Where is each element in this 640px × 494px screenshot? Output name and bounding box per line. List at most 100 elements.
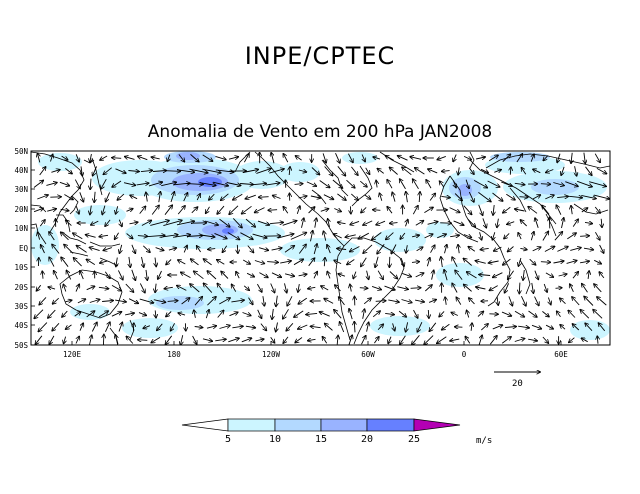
wind-arrow bbox=[319, 180, 330, 188]
wind-arrow bbox=[523, 269, 524, 280]
wind-arrow bbox=[33, 181, 43, 188]
wind-arrow bbox=[492, 192, 503, 201]
wind-arrow bbox=[562, 218, 564, 229]
wind-arrow bbox=[463, 235, 471, 238]
wind-arrow bbox=[350, 285, 351, 292]
wind-arrow bbox=[111, 285, 121, 290]
colorbar-label: 20 bbox=[361, 434, 373, 445]
wind-arrow bbox=[289, 167, 290, 176]
wind-arrow bbox=[35, 335, 43, 344]
wind-arrow bbox=[194, 310, 196, 318]
wind-arrow bbox=[429, 322, 437, 331]
wind-arrow bbox=[588, 271, 589, 279]
wind-arrow bbox=[176, 221, 194, 226]
wind-arrow bbox=[488, 155, 498, 162]
wind-arrow bbox=[215, 170, 234, 172]
wind-arrow bbox=[568, 311, 576, 318]
wind-arrow bbox=[412, 335, 420, 344]
wind-arrow bbox=[557, 196, 568, 197]
wind-arrow bbox=[271, 153, 275, 164]
wind-arrow bbox=[115, 335, 117, 345]
wind-arrow bbox=[387, 207, 393, 214]
wind-arrow bbox=[532, 247, 541, 252]
wind-arrow bbox=[276, 295, 277, 307]
wind-arrow bbox=[463, 155, 471, 159]
wind-arrow bbox=[428, 169, 438, 174]
wind-arrow bbox=[518, 257, 521, 266]
wind-arrow bbox=[117, 193, 125, 200]
wind-arrow bbox=[444, 270, 448, 281]
wind-arrow bbox=[115, 300, 126, 302]
wind-arrow bbox=[148, 182, 162, 187]
wind-arrow bbox=[573, 324, 580, 331]
wind-arrow bbox=[260, 323, 266, 331]
wind-arrow bbox=[219, 218, 230, 227]
wind-arrow bbox=[390, 168, 398, 175]
wind-arrow bbox=[572, 272, 578, 279]
wind-arrow bbox=[298, 170, 306, 172]
wind-arrow bbox=[177, 169, 194, 172]
wind-arrow bbox=[601, 218, 602, 227]
wind-arrow bbox=[542, 336, 548, 343]
wind-arrow bbox=[489, 336, 497, 345]
wind-arrow bbox=[252, 233, 267, 238]
wind-arrow bbox=[229, 312, 238, 317]
wind-arrow bbox=[159, 192, 161, 203]
latitude-label: 10S bbox=[14, 263, 28, 272]
wind-arrow bbox=[439, 311, 445, 316]
wind-arrow bbox=[455, 270, 463, 280]
wind-arrow bbox=[514, 339, 525, 342]
wind-arrow bbox=[519, 282, 520, 294]
latitude-label: 20N bbox=[14, 205, 28, 214]
wind-arrow bbox=[335, 153, 340, 163]
wind-arrow bbox=[191, 207, 198, 214]
wind-arrow bbox=[126, 337, 134, 344]
wind-arrow bbox=[328, 219, 330, 228]
wind-arrow bbox=[490, 285, 498, 291]
wind-arrow bbox=[528, 207, 538, 214]
wind-arrow bbox=[350, 220, 360, 224]
wind-arrow bbox=[310, 196, 321, 198]
wind-arrow bbox=[74, 258, 82, 267]
wind-arrow bbox=[207, 297, 216, 306]
wind-arrow bbox=[166, 311, 172, 317]
wind-arrow bbox=[506, 193, 515, 200]
wind-arrow bbox=[217, 260, 225, 265]
map-title: Anomalia de Vento em 200 hPa JAN2008 bbox=[147, 122, 493, 142]
wind-arrow bbox=[497, 296, 498, 305]
wind-arrow bbox=[142, 256, 144, 267]
wind-arrow bbox=[424, 207, 433, 213]
wind-arrow bbox=[477, 312, 483, 317]
wind-arrow bbox=[391, 244, 397, 254]
wind-arrow bbox=[61, 232, 69, 241]
wind-arrow bbox=[99, 235, 109, 236]
wind-arrow bbox=[223, 245, 228, 252]
wind-arrow bbox=[77, 299, 86, 304]
wind-arrow bbox=[237, 244, 238, 253]
wind-arrow bbox=[298, 297, 308, 304]
wind-arrow bbox=[557, 247, 568, 252]
wind-arrow bbox=[155, 248, 164, 251]
wind-arrow bbox=[253, 183, 266, 184]
wind-arrow bbox=[373, 210, 381, 211]
wind-arrow bbox=[454, 193, 462, 201]
wind-arrow bbox=[286, 323, 294, 330]
wind-arrow bbox=[361, 336, 366, 345]
wind-arrow bbox=[566, 261, 577, 264]
wind-arrow bbox=[514, 183, 525, 184]
wind-arrow bbox=[449, 207, 460, 213]
wind-arrow bbox=[545, 195, 554, 200]
wind-arrow bbox=[337, 166, 346, 175]
wind-arrow bbox=[324, 231, 326, 241]
wind-arrow bbox=[489, 261, 499, 263]
wind-arrow bbox=[177, 286, 187, 291]
wind-arrow bbox=[424, 234, 433, 239]
wind-arrow bbox=[440, 181, 444, 188]
wind-arrow bbox=[47, 209, 56, 211]
wind-arrow bbox=[388, 300, 399, 302]
wind-arrow bbox=[315, 218, 317, 228]
wind-arrow bbox=[494, 246, 502, 251]
wind-arrow bbox=[469, 298, 475, 305]
wind-arrow bbox=[302, 218, 304, 228]
wind-arrow bbox=[215, 155, 226, 159]
